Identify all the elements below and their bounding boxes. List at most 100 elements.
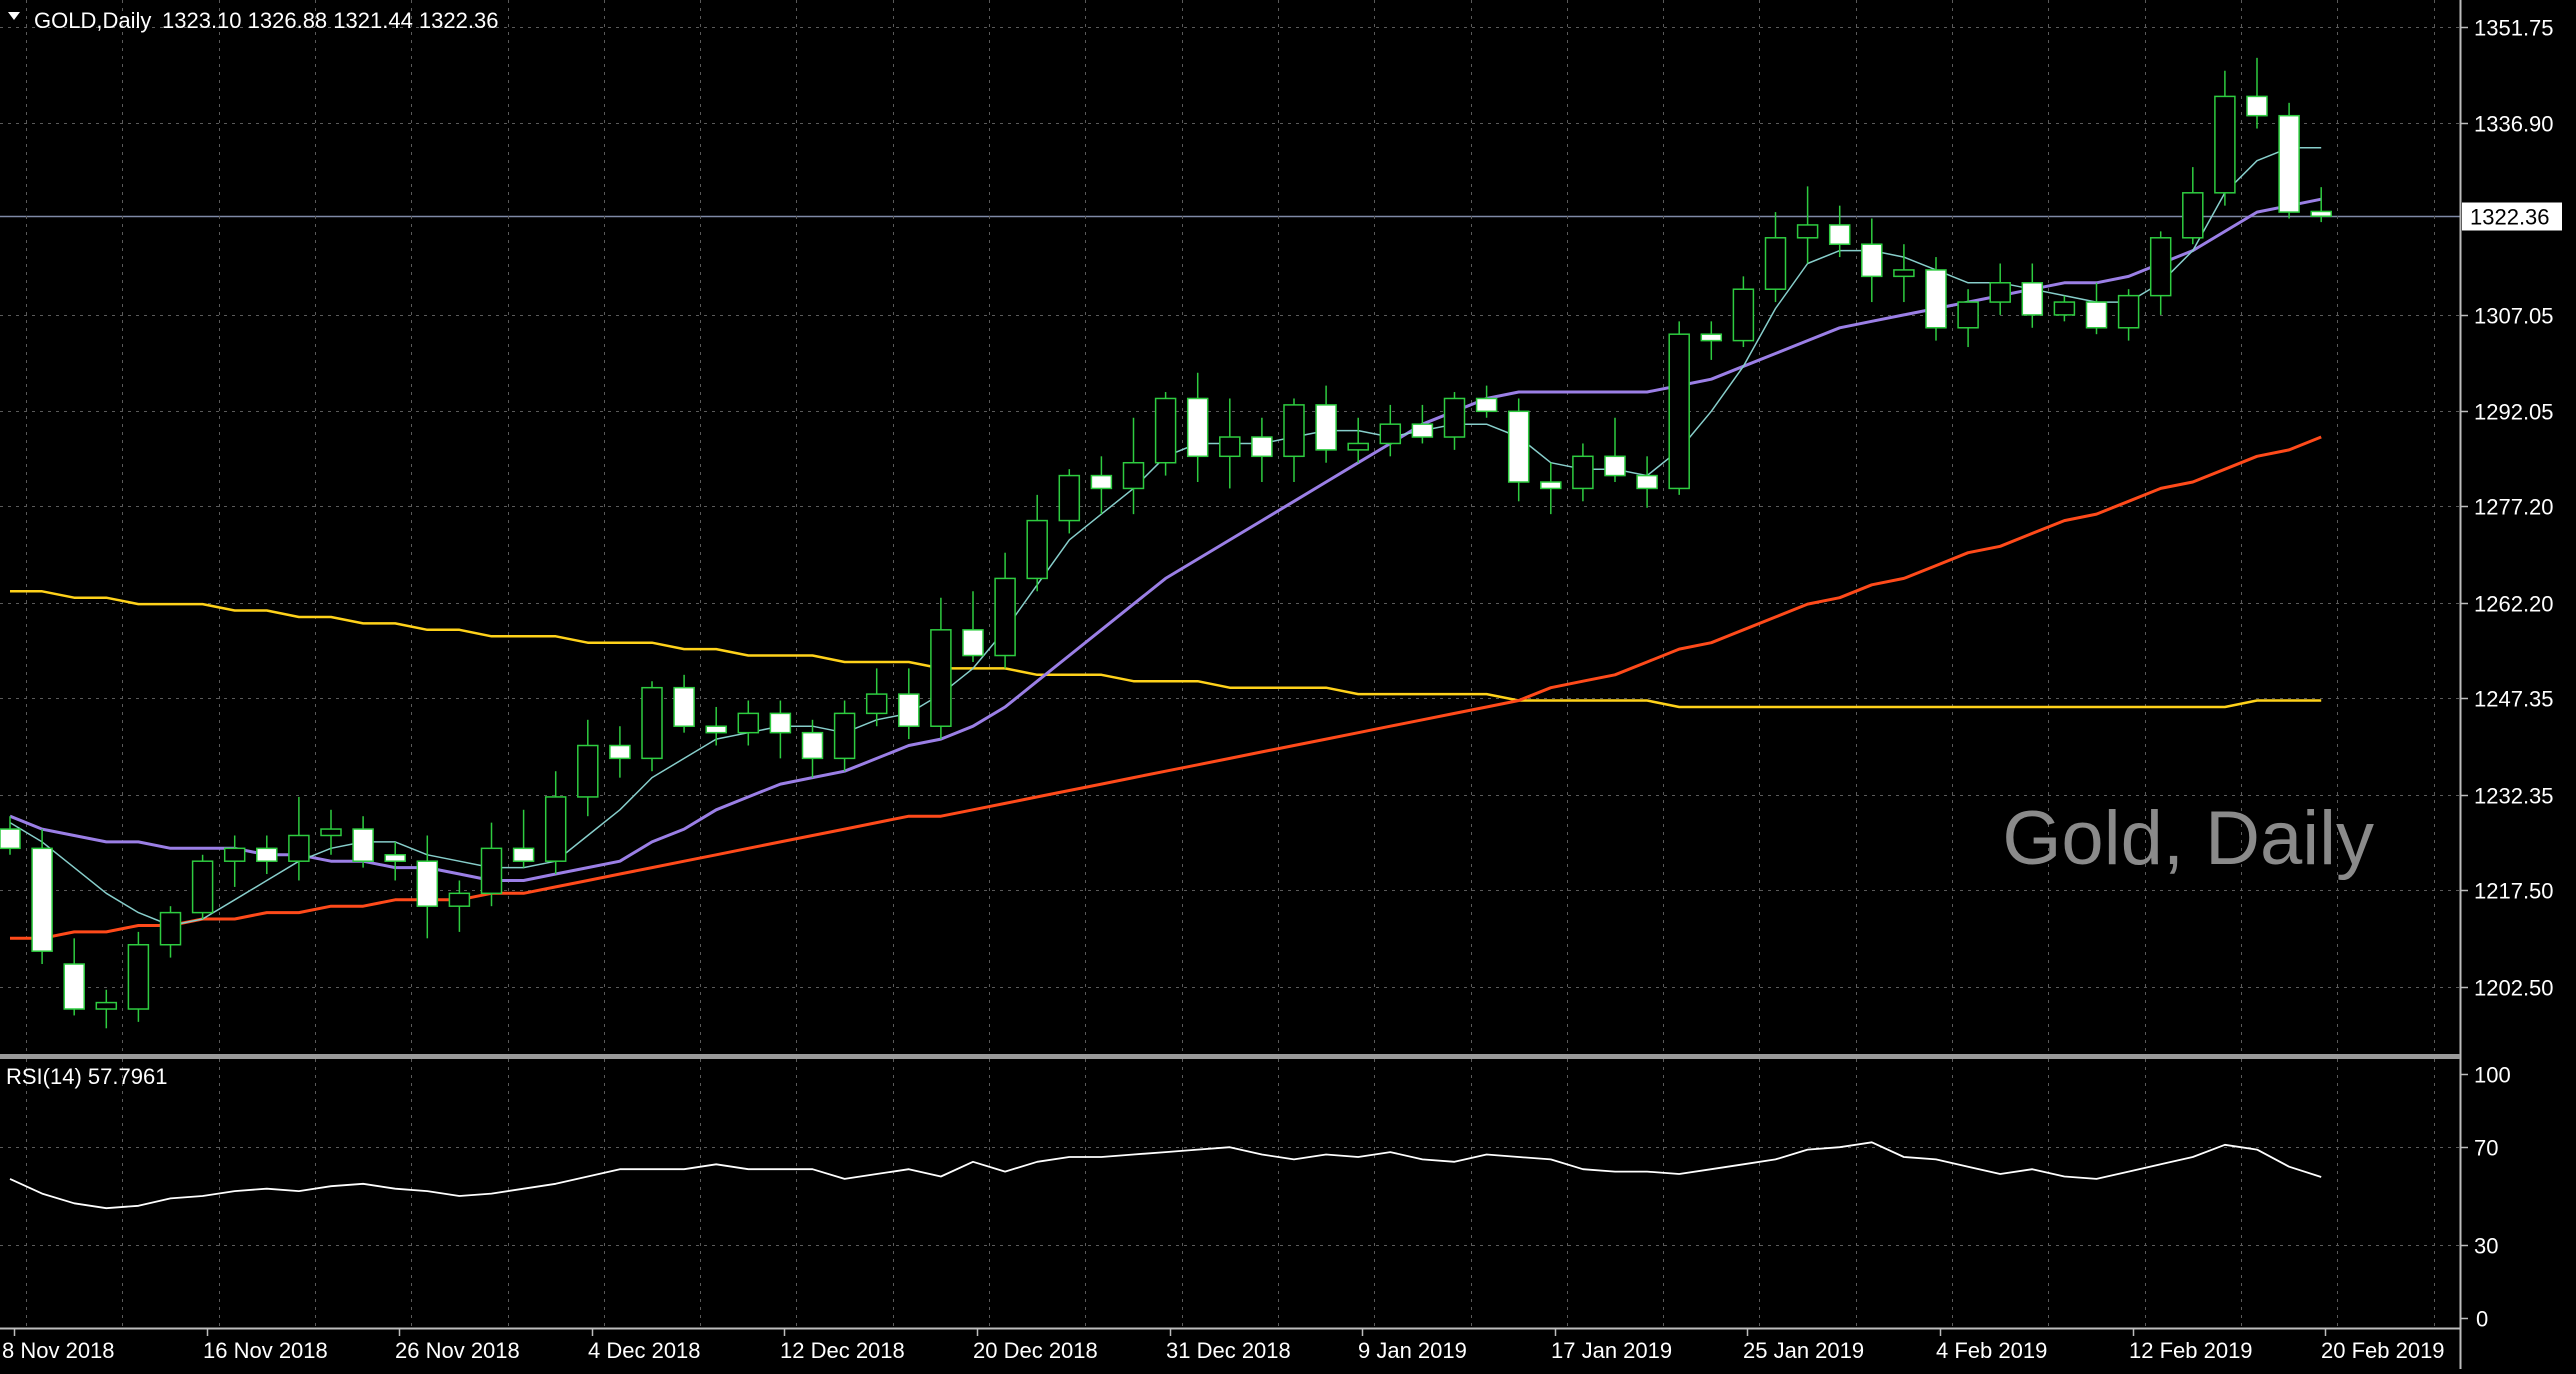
candle[interactable] [288,796,310,881]
candle[interactable] [1861,218,1883,303]
candle[interactable] [1604,417,1626,483]
candle[interactable] [223,835,246,887]
bear-candle-body [1604,455,1626,477]
candle[interactable] [705,706,727,746]
candle[interactable] [1026,494,1048,592]
candle[interactable] [1636,456,1658,508]
candle[interactable] [2278,102,2300,219]
candle[interactable] [609,726,631,778]
bull-candle-body [223,847,246,862]
candle[interactable] [0,816,21,855]
candle[interactable] [2117,289,2140,341]
time-tick-label: 4 Feb 2019 [1936,1338,2047,1363]
candle[interactable] [31,829,53,965]
candle[interactable] [1186,372,1209,483]
candle[interactable] [1090,456,1113,515]
candle[interactable] [1700,321,1723,360]
candle[interactable] [641,681,663,772]
candle[interactable] [1893,244,1915,303]
candle[interactable] [1668,321,1690,495]
candle[interactable] [480,822,503,907]
price-scale[interactable]: 1351.75 1336.90 1322.36 1307.05 1292.05 1277.… [2460,16,2562,1001]
candle[interactable] [1154,392,1177,476]
candle[interactable] [1122,417,1145,515]
time-scale[interactable]: 8 Nov 2018 16 Nov 2018 26 Nov 2018 4 Dec 20… [2,1328,2445,1363]
candle[interactable] [865,668,888,727]
candle[interactable] [63,938,85,1016]
candle[interactable] [1540,462,1562,515]
triangle-down-icon[interactable] [8,12,20,20]
bull-candle-body [994,577,1016,657]
candle[interactable] [1411,404,1434,444]
bull-candle-body [1443,397,1466,438]
bull-candle-body [1219,436,1241,458]
candle[interactable] [2149,231,2172,315]
bull-candle-body [1796,224,1819,239]
candle[interactable] [1732,276,1755,348]
candle[interactable] [1925,257,1947,341]
candle[interactable] [2246,57,2268,129]
candle[interactable] [1764,212,1787,303]
candle[interactable] [1315,385,1337,463]
candle[interactable] [320,809,342,855]
candle[interactable] [191,854,214,920]
candle[interactable] [801,719,824,778]
candle[interactable] [1475,385,1498,418]
bull-candle-body [577,744,599,798]
candle[interactable] [833,700,856,772]
candle[interactable] [1796,186,1819,264]
candle[interactable] [1828,205,1851,258]
candle[interactable] [512,809,535,868]
candle[interactable] [2021,263,2044,328]
candle[interactable] [384,841,406,881]
candle[interactable] [1957,289,1979,348]
bear-candle-body [1925,269,1947,329]
bull-candle-body [1347,442,1369,451]
candle[interactable] [1379,404,1402,457]
time-tick-label: 26 Nov 2018 [395,1338,520,1363]
candle[interactable] [95,989,118,1029]
rsi-grid [0,1059,2460,1328]
candle[interactable] [994,552,1016,669]
candle[interactable] [737,700,760,746]
bear-candle-body [31,847,53,952]
candle[interactable] [930,597,952,740]
candle[interactable] [1347,417,1369,463]
bear-candle-body [384,854,406,862]
candle[interactable] [1251,417,1273,483]
candle[interactable] [2053,295,2076,322]
bull-candle-body [127,943,150,1010]
candle[interactable] [1283,398,1305,483]
candle[interactable] [2310,187,2332,223]
candle[interactable] [159,906,182,958]
candle[interactable] [577,719,599,817]
bull-candle-body [930,629,952,727]
candle[interactable] [256,835,278,875]
panel-separator[interactable] [0,1054,2460,1059]
candle[interactable] [673,674,695,733]
candle[interactable] [1443,392,1466,450]
candle[interactable] [416,835,439,939]
candle[interactable] [769,700,792,759]
time-tick-label: 12 Feb 2019 [2129,1338,2253,1363]
candle[interactable] [127,931,150,1022]
candle[interactable] [1572,443,1594,502]
candle[interactable] [2182,167,2204,245]
bear-candle-body [2021,282,2044,316]
candle[interactable] [352,816,374,868]
candle[interactable] [898,668,920,740]
candle[interactable] [448,880,471,932]
bear-candle-body [1251,436,1273,458]
candle[interactable] [1058,469,1081,534]
candle[interactable] [1219,398,1241,489]
current-price-tag[interactable] [2462,202,2562,231]
candlesticks[interactable] [0,57,2332,1029]
candle[interactable] [1989,263,2011,315]
candle[interactable] [2214,70,2236,206]
candle[interactable] [962,591,984,662]
candle[interactable] [1507,398,1530,502]
candle[interactable] [2085,282,2108,335]
bear-candle-body [898,693,920,727]
candle[interactable] [544,771,567,875]
